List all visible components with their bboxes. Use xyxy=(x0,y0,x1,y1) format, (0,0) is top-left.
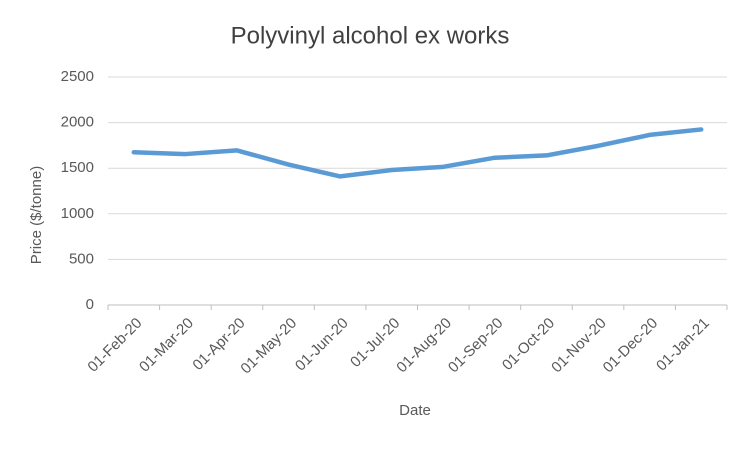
y-tick-label: 500 xyxy=(69,250,94,267)
y-axis-label: Price ($/tonne) xyxy=(28,166,45,264)
y-tick-label: 1500 xyxy=(61,159,94,176)
data-line xyxy=(131,127,704,179)
y-tick-label: 0 xyxy=(86,296,94,313)
y-tick-label: 1000 xyxy=(61,205,94,222)
chart-title: Polyvinyl alcohol ex works xyxy=(231,22,510,49)
x-axis-label: Date xyxy=(399,402,431,419)
y-tick-label: 2000 xyxy=(61,114,94,131)
y-tick-label: 2500 xyxy=(61,68,94,85)
